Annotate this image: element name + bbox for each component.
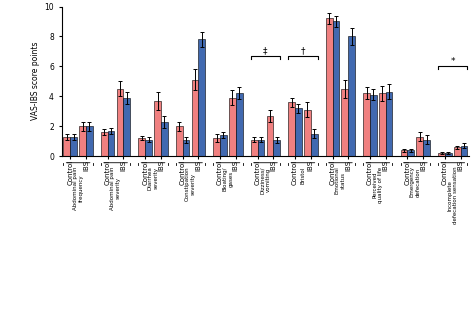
Bar [251, 139, 257, 156]
Text: Dizziness/
vomiting: Dizziness/ vomiting [260, 166, 271, 194]
Bar [101, 132, 108, 156]
Bar [461, 146, 467, 156]
Text: ‡: ‡ [263, 46, 268, 55]
Text: Perceived
quality of life: Perceived quality of life [373, 166, 383, 202]
Bar [213, 138, 220, 156]
Bar [176, 126, 182, 156]
Bar [454, 147, 461, 156]
Bar [229, 98, 236, 156]
Bar [257, 139, 264, 156]
Bar [64, 136, 70, 156]
Text: Constipation
severity: Constipation severity [185, 166, 196, 201]
Text: Bloating/
gases: Bloating/ gases [223, 166, 233, 191]
Bar [445, 153, 452, 156]
Text: Abdominal pain
severity: Abdominal pain severity [110, 166, 121, 210]
Bar [370, 95, 377, 156]
Bar [348, 36, 355, 156]
Text: Diarrhea
severity: Diarrhea severity [147, 166, 158, 190]
Bar [182, 139, 190, 156]
Bar [161, 122, 168, 156]
Text: Bristol: Bristol [301, 166, 305, 184]
Bar [273, 139, 280, 156]
Bar [363, 93, 370, 156]
Bar [86, 126, 93, 156]
Bar [220, 135, 227, 156]
Bar [288, 102, 295, 156]
Text: Abdominal pain
frequency: Abdominal pain frequency [73, 166, 83, 210]
Bar [304, 110, 311, 156]
Text: *: * [450, 57, 455, 66]
Bar [408, 150, 414, 156]
Bar [341, 89, 348, 156]
Bar [266, 116, 273, 156]
Bar [79, 126, 86, 156]
Bar [401, 150, 408, 156]
Bar [123, 98, 130, 156]
Text: †: † [301, 46, 305, 55]
Y-axis label: VAS-IBS score points: VAS-IBS score points [31, 42, 40, 121]
Text: Emotional
status: Emotional status [335, 166, 346, 194]
Bar [311, 134, 318, 156]
Bar [70, 136, 77, 156]
Bar [438, 153, 445, 156]
Text: Emergency
defecation: Emergency defecation [410, 166, 421, 198]
Bar [145, 139, 152, 156]
Bar [108, 131, 114, 156]
Bar [117, 89, 123, 156]
Bar [295, 108, 302, 156]
Bar [423, 139, 430, 156]
Bar [326, 19, 332, 156]
Bar [191, 80, 199, 156]
Bar [236, 93, 243, 156]
Bar [379, 93, 386, 156]
Bar [199, 39, 205, 156]
Bar [154, 101, 161, 156]
Bar [332, 21, 339, 156]
Bar [386, 92, 392, 156]
Text: Incomplete
defecation sensation: Incomplete defecation sensation [447, 166, 458, 224]
Bar [417, 136, 423, 156]
Bar [138, 138, 145, 156]
